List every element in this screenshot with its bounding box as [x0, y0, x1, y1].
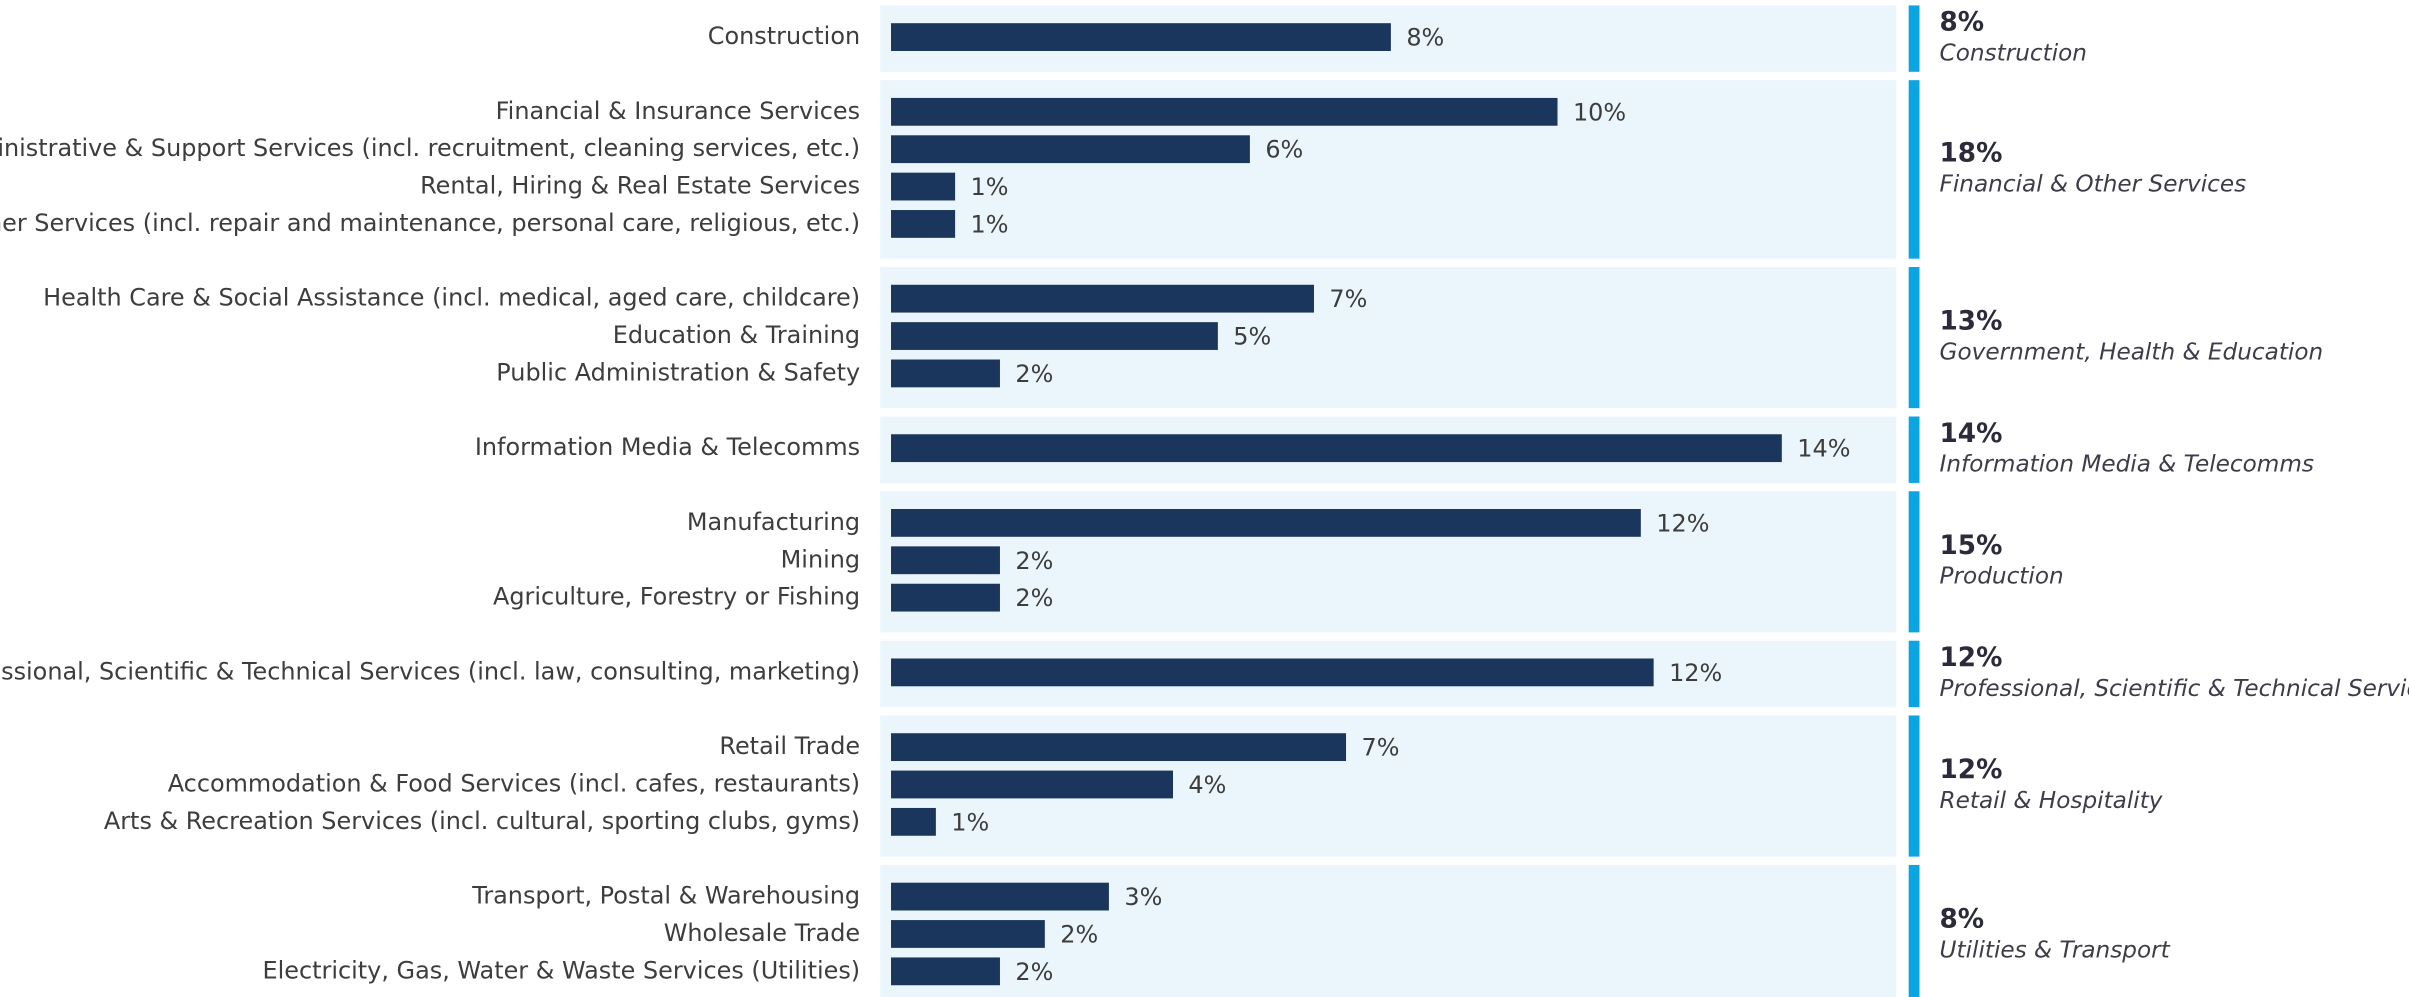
- value-label: 7%: [1361, 734, 1399, 762]
- category-label: Financial & Insurance Services: [496, 97, 860, 125]
- group-total: 8%: [1940, 8, 1985, 38]
- group-total: 12%: [1940, 755, 2003, 785]
- group-name: Construction: [1940, 41, 2087, 67]
- category-label: Construction: [708, 22, 860, 50]
- bar: [891, 807, 936, 836]
- group-accent: [1908, 715, 1920, 857]
- value-label: 7%: [1329, 285, 1367, 313]
- bar: [891, 23, 1391, 51]
- group-name: Financial & Other Services: [1940, 171, 2247, 197]
- group-total: 8%: [1940, 905, 1985, 935]
- value-label: 1%: [951, 808, 989, 836]
- group-accent: [1908, 267, 1920, 409]
- category-label: Education & Training: [613, 321, 860, 349]
- group-accent: [1908, 491, 1920, 633]
- bar: [891, 284, 1314, 313]
- bar: [891, 882, 1109, 911]
- category-label: Other Services (incl. repair and mainten…: [0, 209, 860, 237]
- category-label: Mining: [781, 545, 860, 573]
- category-label: Arts & Recreation Services (incl. cultur…: [104, 807, 860, 835]
- group-accent: [1908, 80, 1920, 259]
- value-label: 1%: [971, 173, 1009, 201]
- category-label: Health Care & Social Assistance (incl. m…: [43, 284, 860, 312]
- group-accent: [1908, 640, 1920, 708]
- value-label: 5%: [1233, 323, 1271, 351]
- bar: [891, 920, 1045, 948]
- value-label: 3%: [1124, 883, 1162, 911]
- bar: [891, 97, 1558, 126]
- category-label: Accommodation & Food Services (incl. caf…: [168, 769, 860, 797]
- category-label: Rental, Hiring & Real Estate Services: [420, 172, 860, 200]
- value-label: 12%: [1656, 509, 1709, 537]
- group-total: 18%: [1940, 138, 2003, 168]
- bar: [891, 172, 956, 201]
- value-label: 14%: [1797, 435, 1850, 463]
- value-label: 2%: [1015, 584, 1053, 612]
- bar: [891, 210, 956, 238]
- group-accent: [1908, 5, 1920, 72]
- category-label: Electricity, Gas, Water & Waste Services…: [263, 956, 861, 984]
- group-accent: [1908, 416, 1920, 483]
- category-label: Public Administration & Safety: [496, 358, 860, 386]
- group-name: Professional, Scientific & Technical Ser…: [1940, 676, 2409, 702]
- category-label: Transport, Postal & Warehousing: [471, 882, 860, 910]
- value-label: 4%: [1188, 771, 1226, 799]
- value-label: 6%: [1265, 136, 1303, 164]
- category-label: Information Media & Telecomms: [475, 433, 860, 461]
- value-label: 1%: [971, 210, 1009, 238]
- bar: [891, 359, 1000, 388]
- bar: [891, 658, 1654, 687]
- bar: [891, 583, 1000, 612]
- value-label: 2%: [1015, 547, 1053, 575]
- group-name: Government, Health & Education: [1940, 340, 2324, 366]
- bar: [891, 135, 1250, 164]
- bar: [891, 322, 1218, 350]
- value-label: 2%: [1015, 958, 1053, 986]
- value-label: 10%: [1573, 98, 1626, 126]
- bar: [891, 546, 1000, 575]
- category-label: Manufacturing: [687, 508, 860, 536]
- category-label: Wholesale Trade: [664, 919, 860, 947]
- group-total: 14%: [1940, 419, 2003, 449]
- value-label: 8%: [1406, 24, 1444, 52]
- category-label: Agriculture, Forestry or Fishing: [493, 583, 860, 611]
- group-accent: [1908, 864, 1920, 997]
- value-label: 2%: [1015, 360, 1053, 388]
- value-label: 2%: [1060, 921, 1098, 949]
- bar: [891, 770, 1173, 799]
- category-label: Administrative & Support Services (incl.…: [0, 134, 860, 162]
- bar: [891, 434, 1782, 463]
- group-name: Information Media & Telecomms: [1940, 452, 2314, 478]
- category-label: Retail Trade: [719, 732, 860, 760]
- group-name: Production: [1940, 564, 2064, 590]
- category-label: Professional, Scientific & Technical Ser…: [0, 657, 860, 685]
- group-total: 12%: [1940, 643, 2003, 673]
- bar: [891, 733, 1347, 762]
- group-total: 15%: [1940, 531, 2003, 561]
- group-total: 13%: [1940, 307, 2003, 337]
- bar: [891, 509, 1641, 537]
- group-name: Retail & Hospitality: [1940, 788, 2163, 814]
- group-name: Utilities & Transport: [1940, 937, 2171, 963]
- bar: [891, 957, 1000, 986]
- value-label: 12%: [1669, 659, 1722, 687]
